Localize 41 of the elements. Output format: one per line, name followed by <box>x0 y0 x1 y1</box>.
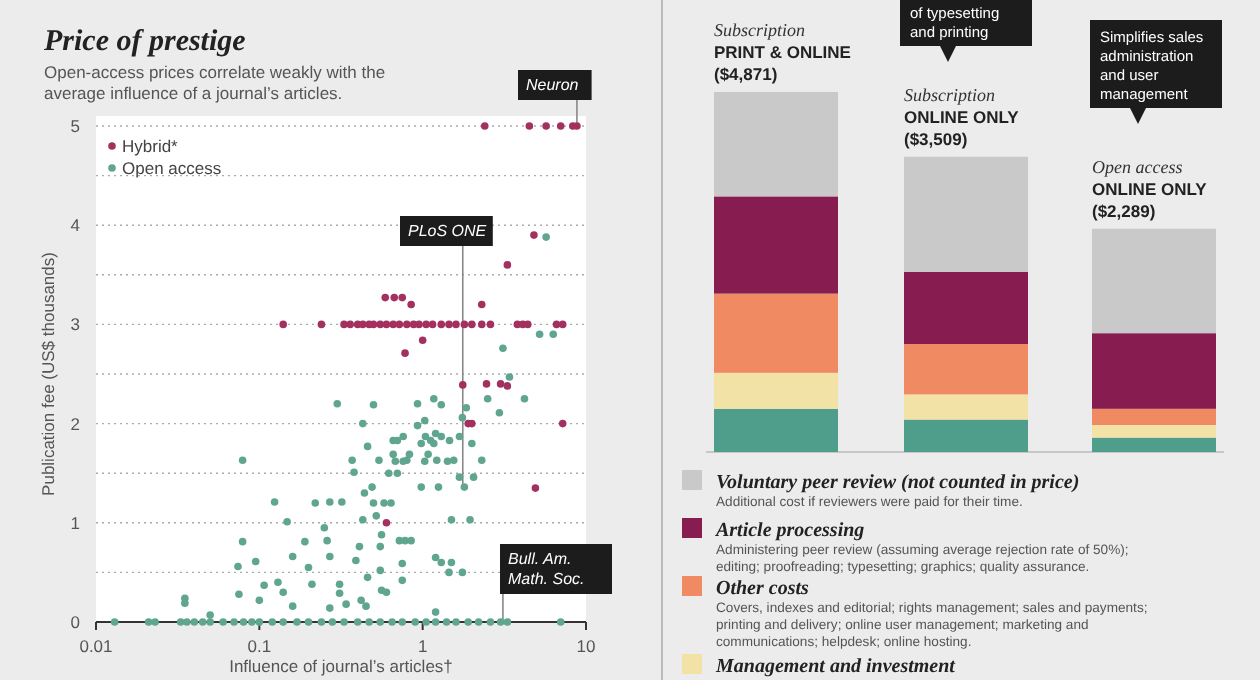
y-tick-label: 0 <box>70 612 81 632</box>
bar <box>1092 333 1216 409</box>
legend-label: Article processing <box>714 520 865 542</box>
bar <box>1092 408 1216 425</box>
x-tick-label: 1 <box>417 636 428 656</box>
legend-label: Hybrid* <box>122 136 180 156</box>
x-axis-title: Influence of journal’s articles† <box>229 656 454 676</box>
y-axis-title: Publication fee (US$ thousands) <box>38 251 58 496</box>
x-tick-label: Subscription PRINT & ONLINE ($4,871) <box>714 20 852 84</box>
annotation: Bull. Am. Math. Soc. <box>508 550 585 588</box>
annotation: Neuron <box>526 76 580 94</box>
bar <box>1092 228 1216 334</box>
chart-title: Price of prestige <box>44 26 247 58</box>
bar <box>904 419 1028 452</box>
bar <box>714 92 838 197</box>
bar <box>714 293 838 373</box>
legend-label: Other costs <box>716 578 809 600</box>
x-tick-label: Subscription ONLINE ONLY ($3,509) <box>904 84 1020 149</box>
bar <box>714 372 838 409</box>
chart-subtitle: Open-access prices correlate weakly with the average influence of a journal’s articles. <box>44 62 386 103</box>
bar <box>1092 437 1216 452</box>
annotation: PLoS ONE <box>408 222 488 240</box>
bar <box>904 156 1028 272</box>
y-tick-label: 5 <box>70 116 81 136</box>
y-tick-label: 2 <box>70 413 81 434</box>
bar <box>904 394 1028 420</box>
x-tick-label: 10 <box>576 636 596 656</box>
bar <box>714 408 838 452</box>
x-tick-label: 0.1 <box>247 636 272 656</box>
bar <box>1092 425 1216 438</box>
y-tick-label: 3 <box>70 314 81 335</box>
legend-label: Management and investment <box>714 656 958 678</box>
y-tick-label: 4 <box>70 215 81 236</box>
x-tick-label: 0.01 <box>79 636 114 656</box>
legend-label: Voluntary peer review (not counted in price) <box>716 472 1080 494</box>
legend-label: Open access <box>122 158 222 178</box>
y-tick-label: 1 <box>70 512 81 533</box>
bar <box>714 196 838 294</box>
x-tick-label: Open access ONLINE ONLY ($2,289) <box>1092 156 1208 221</box>
bar <box>904 344 1028 395</box>
bar <box>904 272 1028 344</box>
